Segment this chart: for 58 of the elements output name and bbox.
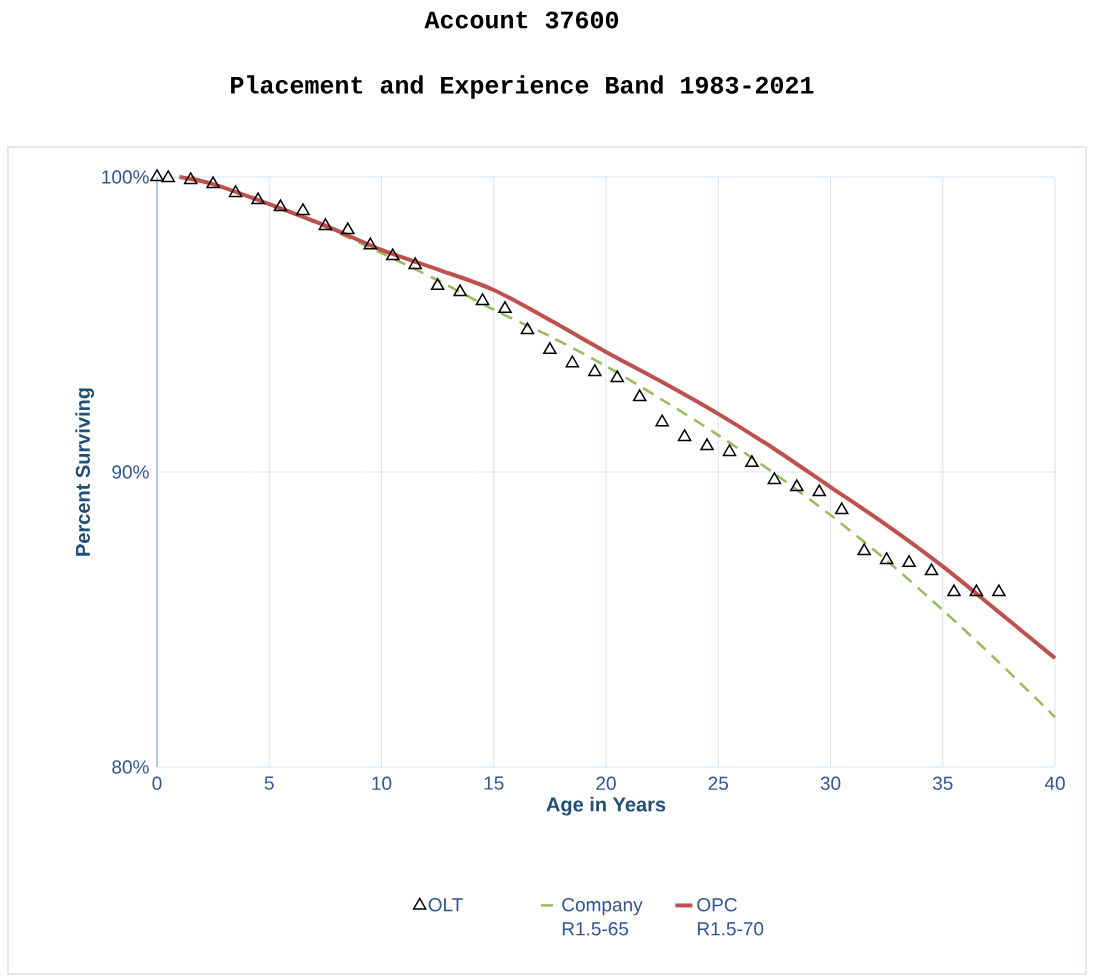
point <box>341 222 355 235</box>
point <box>924 563 939 576</box>
point <box>150 169 164 182</box>
point <box>745 455 759 468</box>
point <box>700 438 714 451</box>
point <box>183 172 198 185</box>
point <box>834 502 849 515</box>
point <box>206 176 220 189</box>
point <box>296 203 310 216</box>
point <box>565 355 580 368</box>
point <box>453 284 467 297</box>
point <box>722 444 737 457</box>
y-tick-label: 90% <box>112 465 149 479</box>
point <box>430 278 445 291</box>
point <box>790 479 804 492</box>
x-tick-label: 30 <box>820 776 841 790</box>
x-tick-label: 35 <box>932 776 953 790</box>
point <box>677 429 692 442</box>
point <box>655 414 669 427</box>
point <box>161 170 176 183</box>
point <box>857 543 871 556</box>
x-tick-label: 10 <box>372 776 392 790</box>
point <box>385 248 400 261</box>
legend-label: Company R1.5-65 <box>562 898 643 936</box>
y-axis-title: Percent Surviving <box>75 388 94 556</box>
point <box>902 555 916 568</box>
point <box>475 293 490 306</box>
point <box>587 364 602 377</box>
point <box>632 389 647 402</box>
point <box>610 370 625 383</box>
point <box>318 218 333 231</box>
point <box>251 192 265 205</box>
chart-title: Account 37600 <box>424 11 619 29</box>
point <box>947 584 961 597</box>
x-tick-label: 25 <box>708 776 729 790</box>
point <box>879 552 894 565</box>
x-tick-label: 5 <box>264 776 274 790</box>
x-tick-label: 0 <box>152 776 162 790</box>
point <box>520 322 535 335</box>
point <box>969 584 984 597</box>
point <box>273 199 288 212</box>
point <box>228 185 243 198</box>
point <box>543 342 557 355</box>
x-tick-label: 40 <box>1044 776 1065 790</box>
x-axis-title: Age in Years <box>546 796 666 816</box>
y-tick-label: 100% <box>102 170 149 184</box>
point <box>408 257 422 270</box>
point <box>812 484 827 497</box>
point <box>363 237 378 250</box>
point <box>992 584 1006 597</box>
point <box>767 472 782 485</box>
legend-label: OPC R1.5-70 <box>697 898 764 936</box>
point <box>498 301 512 314</box>
legend-label: OLT <box>428 898 463 912</box>
x-tick-label: 15 <box>484 776 504 790</box>
chart-subtitle: Placement and Experience Band 1983-2021 <box>231 75 814 99</box>
y-tick-label: 80% <box>112 760 149 774</box>
x-tick-label: 20 <box>596 776 616 790</box>
